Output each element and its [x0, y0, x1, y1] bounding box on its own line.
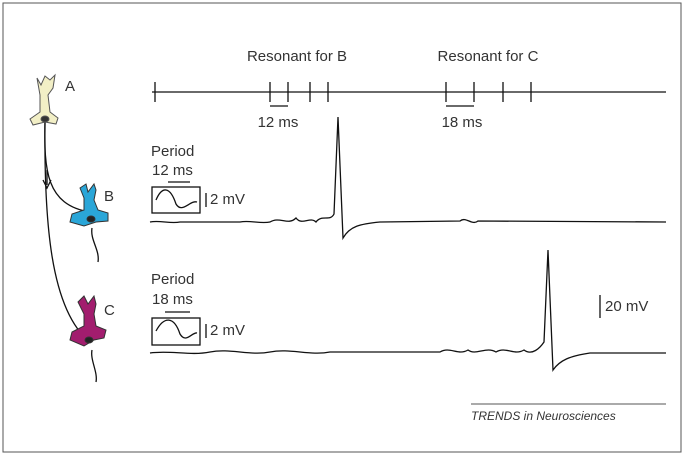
neuron-label: C: [104, 302, 115, 319]
scale-label: 20 mV: [605, 298, 648, 315]
period-label: Period: [151, 143, 194, 160]
interval: 12 ms: [258, 114, 299, 131]
neuron-label: A: [65, 78, 75, 95]
annotation: Resonant for C: [438, 48, 539, 65]
period: 18 ms: [152, 291, 193, 308]
footer: TRENDS in Neurosciences: [471, 409, 616, 423]
period-label: Period: [151, 271, 194, 288]
figure: A B C Resonant for B 12 ms Resonant for …: [0, 0, 685, 456]
interval: 18 ms: [442, 114, 483, 131]
neuron-label: B: [104, 188, 114, 205]
period: 12 ms: [152, 162, 193, 179]
annotation: Resonant for B: [247, 48, 347, 65]
amplitude: 2 mV: [210, 191, 245, 208]
amplitude: 2 mV: [210, 322, 245, 339]
